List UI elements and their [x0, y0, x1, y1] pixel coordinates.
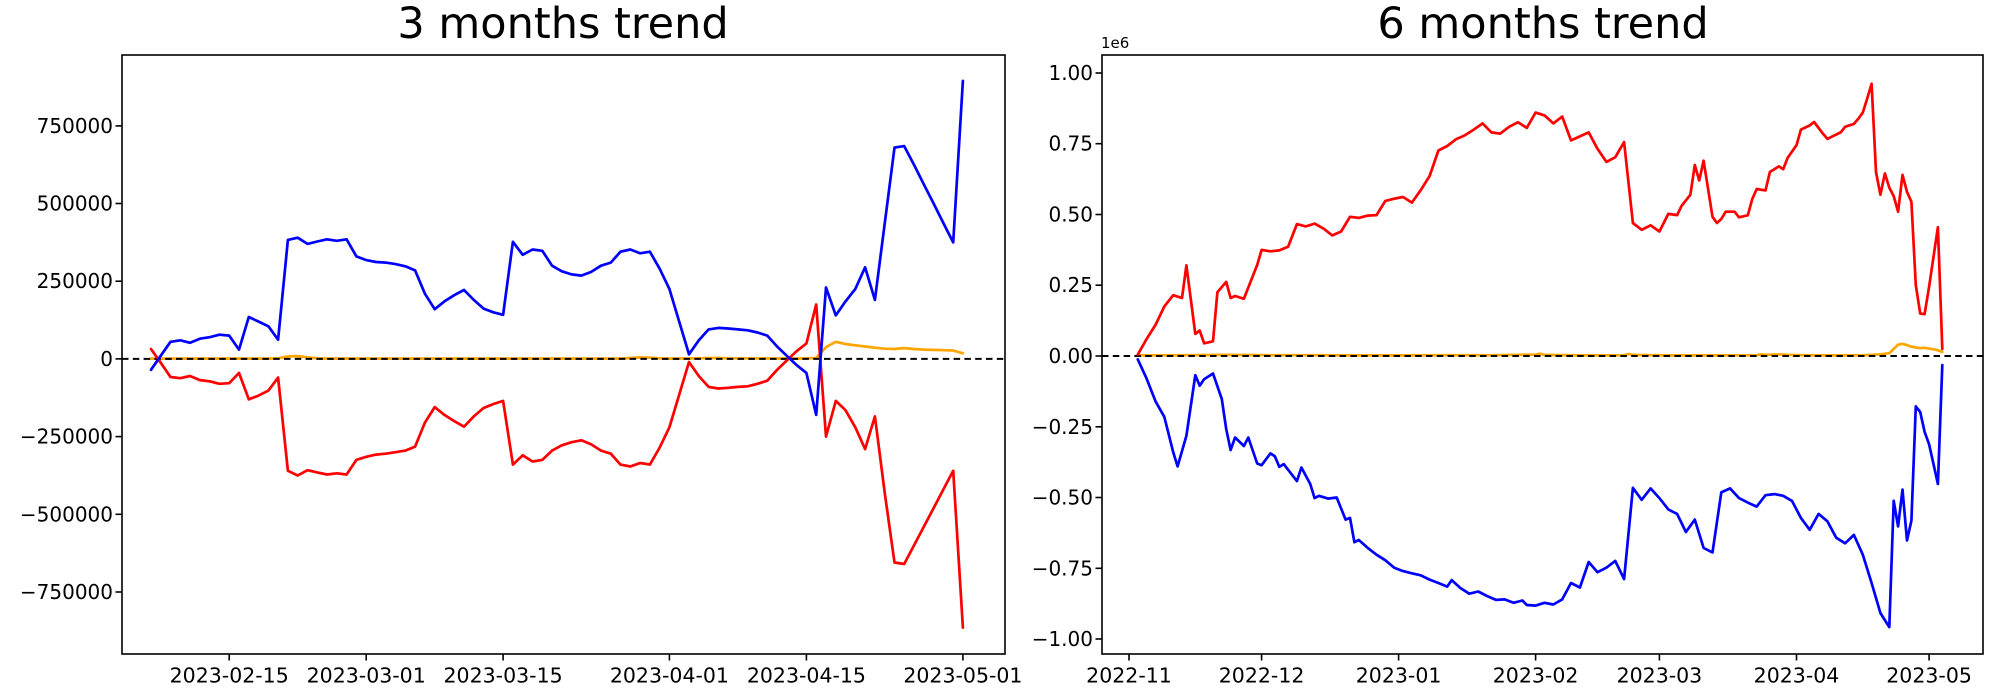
blue-series-line — [1136, 358, 1944, 629]
plot-spines — [121, 54, 1006, 655]
orange-series-line — [149, 340, 965, 360]
x-axis-tick-label: 2023-04 — [1754, 664, 1840, 688]
x-axis-tick-label: 2023-05-01 — [903, 664, 1022, 688]
y-axis-tick-label: 0.75 — [1048, 132, 1093, 156]
y-axis-tick-label: 500000 — [37, 192, 113, 216]
y-axis-tick-label: 750000 — [37, 114, 113, 138]
x-axis-tick-label: 2023-03-15 — [444, 664, 563, 688]
y-axis-tick-label: 250000 — [37, 269, 113, 293]
red-series-line — [1136, 82, 1944, 356]
y-axis-tick-label: −250000 — [20, 425, 113, 449]
x-axis-tick-label: 2023-04-01 — [610, 664, 729, 688]
x-axis-tick-label: 2023-01 — [1356, 664, 1442, 688]
x-axis-tick-label: 2022-12 — [1219, 664, 1305, 688]
y-axis-tick-label: −0.75 — [1032, 556, 1093, 580]
y-axis-tick-label: −1.00 — [1032, 627, 1093, 651]
y-axis-tick-label: 1.00 — [1048, 61, 1093, 85]
chart-title-6-months: 6 months trend — [1377, 0, 1709, 49]
y-axis-offset-label: 1e6 — [1101, 34, 1130, 52]
y-axis-tick-label: −0.25 — [1032, 415, 1093, 439]
y-axis-tick-label: 0.50 — [1048, 203, 1093, 227]
red-series-line — [149, 303, 965, 630]
y-axis-tick-label: −750000 — [20, 580, 113, 604]
x-axis-tick-label: 2023-02 — [1493, 664, 1579, 688]
y-axis-tick-label: −500000 — [20, 502, 113, 526]
orange-series-line — [1136, 342, 1944, 357]
x-axis-tick-label: 2023-02-15 — [170, 664, 289, 688]
x-axis-tick-label: 2023-05 — [1886, 664, 1972, 688]
y-axis-tick-label: 0 — [100, 347, 113, 371]
chart-plot-6-months-trend: 2022-11 2022-12 2023-01 2023-02 2023-03 2023-… — [1032, 54, 1984, 688]
x-axis-tick-label: 2022-11 — [1086, 664, 1172, 688]
chart-plot-3-months-trend: 2023-02-15 2023-03-01 2023-03-15 2023-04-01… — [20, 54, 1022, 688]
blue-series-line — [149, 79, 965, 417]
y-axis-tick-label: 0.00 — [1048, 344, 1093, 368]
chart-title-3-months: 3 months trend — [397, 0, 729, 49]
plot-spines — [1101, 54, 1984, 655]
x-axis-tick-label: 2023-04-15 — [747, 664, 866, 688]
x-axis-tick-label: 2023-03 — [1617, 664, 1703, 688]
y-axis-tick-label: −0.50 — [1032, 486, 1093, 510]
x-axis-tick-label: 2023-03-01 — [307, 664, 426, 688]
y-axis-tick-label: 0.25 — [1048, 273, 1093, 297]
